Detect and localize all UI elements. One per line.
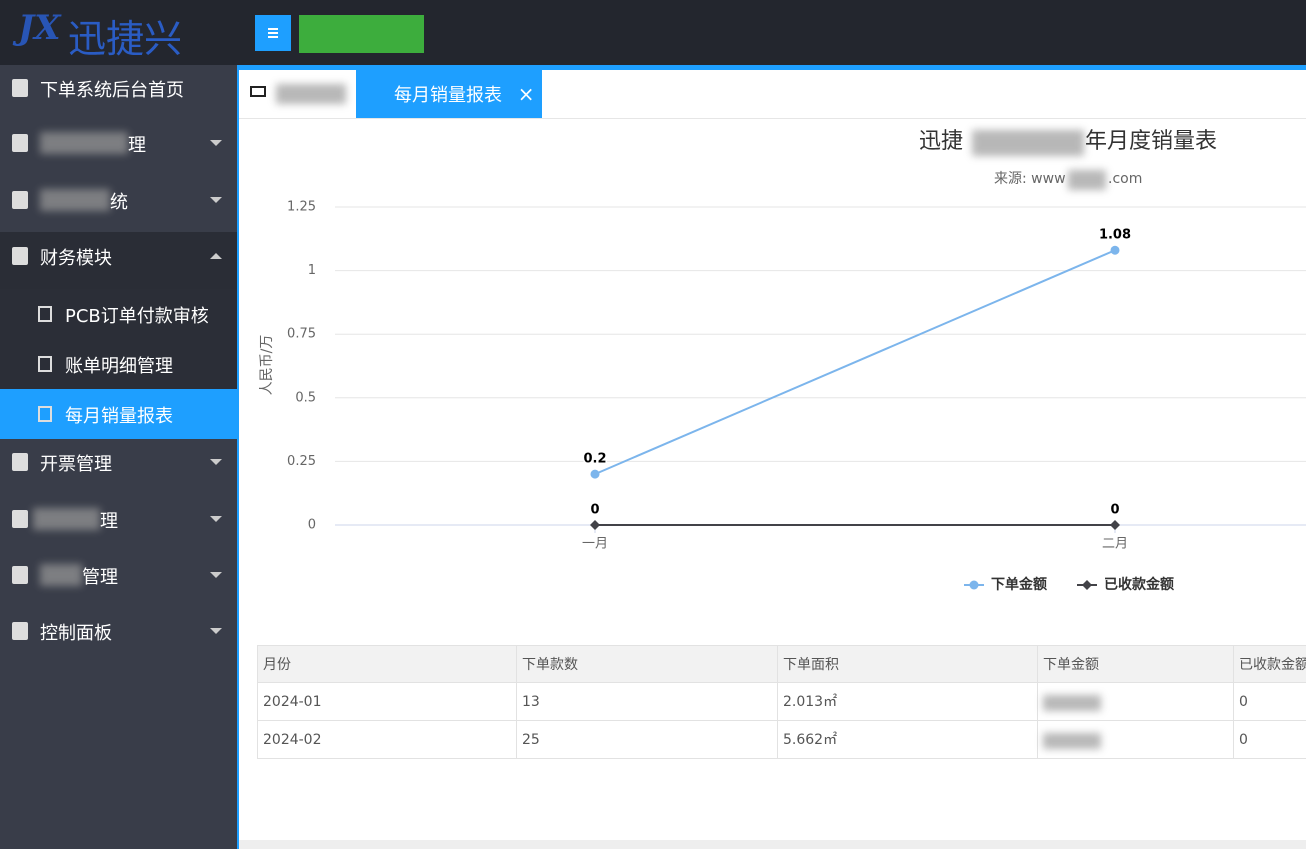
submenu-icon [38,356,52,372]
menu-item[interactable]: 下单系统后台首页 [40,80,184,101]
y-tick-label: 1 [308,263,316,278]
series-line [594,249,1116,476]
blurred-text [33,508,100,530]
table-cell [1038,683,1234,721]
chart-subtitle: 来源: www [994,171,1066,187]
data-label: 0 [590,503,599,518]
table-cell: 25 [517,721,778,759]
blurred-text [1068,170,1106,190]
point [1110,520,1120,530]
y-tick-label: 0 [308,518,316,533]
menu-icon [12,191,28,209]
menu-item[interactable]: 理 [128,135,146,156]
tab-divider [239,118,1306,119]
legend-label[interactable]: 已收款金额 [1104,576,1174,593]
submenu-item[interactable]: PCB订单付款审核 [65,306,209,327]
x-tick-label: 二月 [1102,537,1128,552]
menu-arrow [210,628,222,634]
user-badge[interactable] [299,15,424,53]
data-label: 0.2 [583,452,606,467]
menu-icon [12,566,28,584]
menu-icon [12,510,28,528]
submenu-item[interactable]: 每月销量报表 [65,406,173,427]
menu-item[interactable]: 理 [100,511,118,532]
x-tick-label: 一月 [582,537,608,552]
blurred-text [40,132,128,154]
table-cell: 2024-02 [257,721,517,759]
menu-item[interactable]: 控制面板 [40,623,112,644]
menu-icon [12,453,28,471]
top-bar: JX 迅捷兴 [0,0,1306,65]
menu-arrow [210,459,222,465]
submenu-icon [38,306,52,322]
data-label: 0 [1110,503,1119,518]
menu-item[interactable]: 统 [110,192,128,213]
logo: 迅捷兴 [68,17,183,61]
menu-arrow [210,140,222,146]
chart-subtitle: .com [1108,171,1142,187]
legend-marker [1082,580,1092,590]
table-cell [1038,721,1234,759]
menu-item[interactable]: 开票管理 [40,454,112,475]
menu-arrow [210,197,222,203]
y-tick-label: 0.75 [287,327,316,342]
home-tab-icon[interactable] [250,86,266,97]
menu-arrow [210,516,222,522]
table-header: 下单金额 [1038,645,1234,683]
table-header: 下单款数 [517,645,778,683]
table-cell: 13 [517,683,778,721]
table-header: 月份 [257,645,517,683]
chart-title: 迅捷 [919,129,963,154]
blurred-text [40,189,110,211]
legend-marker [969,580,979,590]
menu-item[interactable]: 财务模块 [40,248,112,269]
footer-bar [239,840,1306,849]
table-cell: 2024-01 [257,683,517,721]
menu-toggle[interactable] [255,15,291,51]
table-cell: 0 [1234,683,1306,721]
table-cell: 0 [1234,721,1306,759]
y-tick-label: 1.25 [287,200,316,215]
blurred-text [40,564,82,586]
point [1110,245,1120,255]
menu-icon [12,247,28,265]
active-tab[interactable]: 每月销量报表 × [356,70,542,118]
table-cell: 2.013㎡ [778,683,1038,721]
blurred-text [972,130,1084,156]
submenu-icon [38,406,52,422]
top-accent [237,65,1306,70]
logo-mark: JX [18,8,61,48]
menu-arrow [210,572,222,578]
menu-arrow [210,253,222,259]
point [590,520,600,530]
blurred-text [1043,733,1101,749]
table-header: 下单面积 [778,645,1038,683]
data-label: 1.08 [1099,228,1131,243]
menu-icon [12,79,28,97]
left-accent [237,65,239,849]
blurred-text [1043,695,1101,711]
menu-open-bg [0,232,237,289]
menu-item[interactable]: 管理 [82,567,118,588]
submenu-item[interactable]: 账单明细管理 [65,356,173,377]
menu-icon [12,622,28,640]
table-cell: 5.662㎡ [778,721,1038,759]
point [590,469,600,479]
chart-title: 年月度销量表 [1085,129,1217,154]
y-tick-label: 0.25 [287,454,316,469]
tab-label: 每月销量报表 [394,85,502,106]
y-axis-title: 人民币/万 [259,335,275,396]
sidebar: 下单系统后台首页理统财务模块 PCB订单付款审核 账单明细管理 每月销量报表 开票管理理… [0,65,237,849]
menu-icon [12,134,28,152]
legend-label[interactable]: 下单金额 [991,576,1047,593]
tab-close[interactable]: × [517,82,535,106]
y-tick-label: 0.5 [295,390,316,405]
home-tab[interactable] [276,84,346,104]
table-header: 已收款金额 [1234,645,1306,683]
